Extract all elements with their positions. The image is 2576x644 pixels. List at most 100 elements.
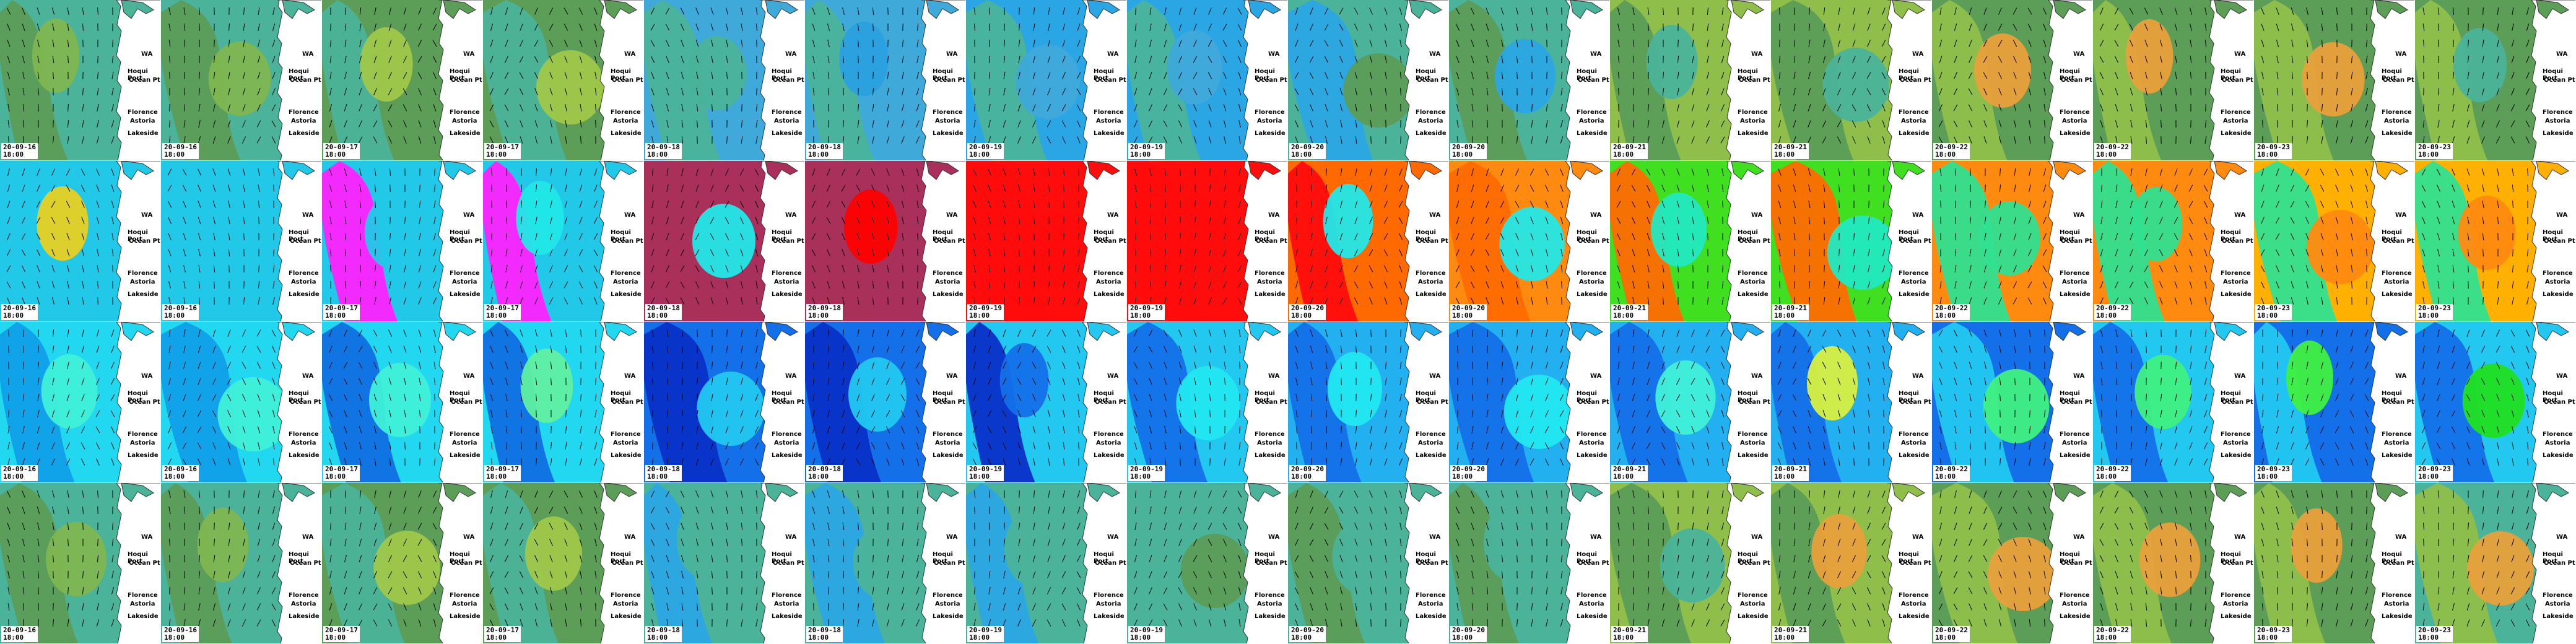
- wind-gust-map-tile[interactable]: WA Hoqui Port Ocean Pt Florence Astoria Lakes…: [805, 483, 966, 644]
- vector-arrow: [2204, 297, 2207, 305]
- wave-direction-map-tile[interactable]: WA Hoqui Port Ocean Pt Florence Astoria Lakes…: [805, 161, 966, 322]
- vector-arrow: [402, 555, 407, 562]
- vector-arrow: [1238, 136, 1241, 144]
- wave-height-map-tile[interactable]: WA Hoqui Port Ocean Pt Florence Astoria Lakes…: [2254, 322, 2415, 483]
- wave-height-map-tile[interactable]: WA Hoqui Port Ocean Pt Florence Astoria Lakes…: [483, 322, 644, 483]
- vector-arrow: [1545, 394, 1549, 401]
- wave-height-map-tile[interactable]: WA Hoqui Port Ocean Pt Florence Astoria Lakes…: [1127, 322, 1288, 483]
- vector-arrow: [66, 394, 70, 401]
- vector-arrow: [2174, 249, 2178, 256]
- vector-arrow: [1530, 201, 1534, 208]
- wind-speed-map-tile[interactable]: WA Hoqui Port Ocean Pt Florence Astoria Lakes…: [483, 0, 644, 161]
- vector-arrow: [433, 120, 437, 128]
- wave-direction-map-tile[interactable]: WA Hoqui Port Ocean Pt Florence Astoria Lakes…: [0, 161, 161, 322]
- wave-direction-map-tile[interactable]: WA Hoqui Port Ocean Pt Florence Astoria Lakes…: [1127, 161, 1288, 322]
- wind-speed-map-tile[interactable]: WA Hoqui Port Ocean Pt Florence Astoria Lakes…: [1932, 0, 2093, 161]
- wave-direction-map-tile[interactable]: WA Hoqui Port Ocean Pt Florence Astoria Lakes…: [1449, 161, 1610, 322]
- wave-direction-map-tile[interactable]: WA Hoqui Port Ocean Pt Florence Astoria Lakes…: [322, 161, 483, 322]
- wave-direction-map-tile[interactable]: WA Hoqui Port Ocean Pt Florence Astoria Lakes…: [483, 161, 644, 322]
- wave-direction-map-tile[interactable]: WA Hoqui Port Ocean Pt Florence Astoria Lakes…: [2254, 161, 2415, 322]
- vector-arrow: [1370, 603, 1372, 611]
- vector-arrow: [1047, 40, 1051, 47]
- wind-speed-map-tile[interactable]: WA Hoqui Port Ocean Pt Florence Astoria Lakes…: [2093, 0, 2254, 161]
- wind-speed-map-tile[interactable]: WA Hoqui Port Ocean Pt Florence Astoria Lakes…: [644, 0, 805, 161]
- wave-height-map-tile[interactable]: WA Hoqui Port Ocean Pt Florence Astoria Lakes…: [966, 322, 1127, 483]
- wind-speed-map-tile[interactable]: WA Hoqui Port Ocean Pt Florence Astoria Lakes…: [161, 0, 322, 161]
- wind-speed-map-tile[interactable]: WA Hoqui Port Ocean Pt Florence Astoria Lakes…: [322, 0, 483, 161]
- vector-arrow: [1237, 297, 1242, 305]
- vector-arrow: [2437, 120, 2440, 128]
- timestamp-date: 20-09-23: [2257, 465, 2290, 473]
- vector-arrow: [1939, 426, 1942, 433]
- wave-direction-map-tile[interactable]: WA Hoqui Port Ocean Pt Florence Astoria Lakes…: [1932, 161, 2093, 322]
- wind-speed-map-tile[interactable]: WA Hoqui Port Ocean Pt Florence Astoria Lakes…: [0, 0, 161, 161]
- wave-direction-map-tile[interactable]: WA Hoqui Port Ocean Pt Florence Astoria Lakes…: [2415, 161, 2576, 322]
- wave-direction-map-tile[interactable]: WA Hoqui Port Ocean Pt Florence Astoria Lakes…: [2093, 161, 2254, 322]
- wind-speed-map-tile[interactable]: WA Hoqui Port Ocean Pt Florence Astoria Lakes…: [1449, 0, 1610, 161]
- vector-arrow: [535, 346, 537, 353]
- wind-gust-map-tile[interactable]: WA Hoqui Port Ocean Pt Florence Astoria Lakes…: [0, 483, 161, 644]
- vector-arrow: [1721, 442, 1724, 450]
- wind-speed-map-tile[interactable]: WA Hoqui Port Ocean Pt Florence Astoria Lakes…: [966, 0, 1127, 161]
- wave-height-map-tile[interactable]: WA Hoqui Port Ocean Pt Florence Astoria Lakes…: [161, 322, 322, 483]
- wave-height-map-tile[interactable]: WA Hoqui Port Ocean Pt Florence Astoria Lakes…: [322, 322, 483, 483]
- forecast-field-map: [1127, 161, 1287, 321]
- wind-speed-map-tile[interactable]: WA Hoqui Port Ocean Pt Florence Astoria Lakes…: [1771, 0, 1932, 161]
- wave-height-map-tile[interactable]: WA Hoqui Port Ocean Pt Florence Astoria Lakes…: [2093, 322, 2254, 483]
- vector-arrow: [580, 409, 582, 418]
- wind-speed-map-tile[interactable]: WA Hoqui Port Ocean Pt Florence Astoria Lakes…: [805, 0, 966, 161]
- vector-arrow: [741, 362, 743, 369]
- vector-arrow: [329, 442, 333, 450]
- wave-height-map-tile[interactable]: WA Hoqui Port Ocean Pt Florence Astoria Lakes…: [805, 322, 966, 483]
- vector-arrow: [67, 281, 69, 289]
- vector-arrow: [373, 603, 378, 611]
- wave-direction-map-tile[interactable]: WA Hoqui Port Ocean Pt Florence Astoria Lakes…: [161, 161, 322, 322]
- town-label: Hoqui Port: [2382, 68, 2402, 82]
- wave-height-map-tile[interactable]: WA Hoqui Port Ocean Pt Florence Astoria Lakes…: [0, 322, 161, 483]
- vector-arrow: [1354, 281, 1359, 289]
- town-label: Astoria: [1579, 118, 1604, 124]
- wind-speed-map-tile[interactable]: WA Hoqui Port Ocean Pt Florence Astoria Lakes…: [1610, 0, 1771, 161]
- wind-gust-map-tile[interactable]: WA Hoqui Port Ocean Pt Florence Astoria Lakes…: [483, 483, 644, 644]
- wind-gust-map-tile[interactable]: WA Hoqui Port Ocean Pt Florence Astoria Lakes…: [966, 483, 1127, 644]
- forecast-field-map: [1771, 0, 1931, 160]
- vector-arrow: [1853, 248, 1855, 257]
- wave-height-map-tile[interactable]: WA Hoqui Port Ocean Pt Florence Astoria Lakes…: [644, 322, 805, 483]
- vector-arrow: [2422, 394, 2426, 401]
- wave-direction-map-tile[interactable]: WA Hoqui Port Ocean Pt Florence Astoria Lakes…: [1771, 161, 1932, 322]
- vector-arrow: [2189, 281, 2193, 289]
- vector-arrow: [2174, 24, 2178, 31]
- wind-gust-map-tile[interactable]: WA Hoqui Port Ocean Pt Florence Astoria Lakes…: [644, 483, 805, 644]
- wave-height-map-tile[interactable]: WA Hoqui Port Ocean Pt Florence Astoria Lakes…: [1449, 322, 1610, 483]
- wave-direction-map-tile[interactable]: WA Hoqui Port Ocean Pt Florence Astoria Lakes…: [1610, 161, 1771, 322]
- wave-height-map-tile[interactable]: WA Hoqui Port Ocean Pt Florence Astoria Lakes…: [1610, 322, 1771, 483]
- wave-height-map-tile[interactable]: WA Hoqui Port Ocean Pt Florence Astoria Lakes…: [2415, 322, 2576, 483]
- wind-speed-map-tile[interactable]: WA Hoqui Port Ocean Pt Florence Astoria Lakes…: [1127, 0, 1288, 161]
- vector-arrow: [520, 378, 523, 385]
- wind-gust-map-tile[interactable]: WA Hoqui Port Ocean Pt Florence Astoria Lakes…: [322, 483, 483, 644]
- contour-region: [1332, 520, 1391, 594]
- vector-arrow: [2526, 458, 2529, 466]
- vector-arrow: [1340, 168, 1342, 176]
- vector-arrow: [36, 249, 41, 256]
- timestamp-time: 18:00: [325, 472, 346, 481]
- wind-gust-map-tile[interactable]: WA Hoqui Port Ocean Pt Florence Astoria Lakes…: [1127, 483, 1288, 644]
- wave-height-map-tile[interactable]: WA Hoqui Port Ocean Pt Florence Astoria Lakes…: [1771, 322, 1932, 483]
- wave-direction-map-tile[interactable]: WA Hoqui Port Ocean Pt Florence Astoria Lakes…: [1288, 161, 1449, 322]
- wind-gust-map-tile[interactable]: WA Hoqui Port Ocean Pt Florence Astoria Lakes…: [1288, 483, 1449, 644]
- vector-arrow: [1721, 24, 1724, 31]
- forecast-field-map: [2254, 161, 2414, 321]
- vector-arrow: [1017, 185, 1021, 192]
- wave-direction-map-tile[interactable]: WA Hoqui Port Ocean Pt Florence Astoria Lakes…: [966, 161, 1127, 322]
- wind-gust-map-tile[interactable]: WA Hoqui Port Ocean Pt Florence Astoria Lakes…: [161, 483, 322, 644]
- wind-speed-map-tile[interactable]: WA Hoqui Port Ocean Pt Florence Astoria Lakes…: [2415, 0, 2576, 161]
- timestamp-label: 20-09-21 18:00: [1772, 465, 1809, 481]
- vector-arrow: [403, 619, 407, 627]
- vector-arrow: [52, 345, 54, 354]
- wave-height-map-tile[interactable]: WA Hoqui Port Ocean Pt Florence Astoria Lakes…: [1932, 322, 2093, 483]
- wind-speed-map-tile[interactable]: WA Hoqui Port Ocean Pt Florence Astoria Lakes…: [2254, 0, 2415, 161]
- vector-arrow: [504, 72, 509, 79]
- wave-height-map-tile[interactable]: WA Hoqui Port Ocean Pt Florence Astoria Lakes…: [1288, 322, 1449, 483]
- wave-direction-map-tile[interactable]: WA Hoqui Port Ocean Pt Florence Astoria Lakes…: [644, 161, 805, 322]
- wind-speed-map-tile[interactable]: WA Hoqui Port Ocean Pt Florence Astoria Lakes…: [1288, 0, 1449, 161]
